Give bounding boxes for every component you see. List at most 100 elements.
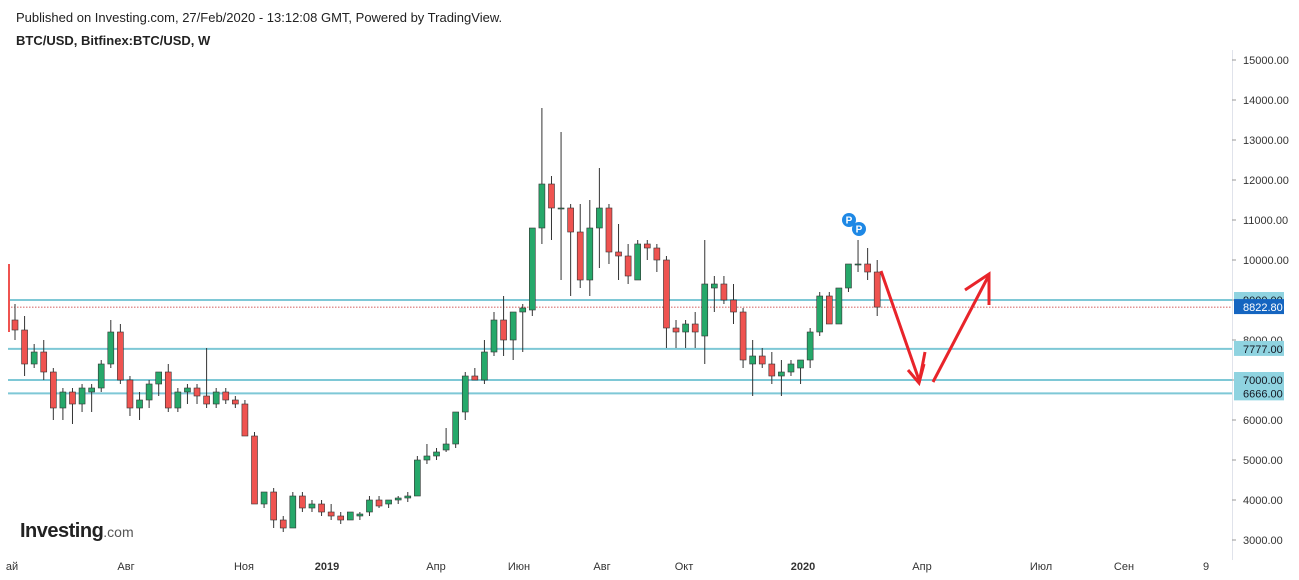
y-tick-label: 14000.00 — [1243, 95, 1289, 107]
svg-text:7777.00: 7777.00 — [1243, 344, 1283, 356]
candle — [40, 340, 48, 380]
forecast-arrows[interactable] — [879, 270, 991, 387]
p-marker[interactable]: P — [852, 222, 866, 236]
p-marker[interactable]: P — [842, 213, 856, 227]
x-tick-label: Апр — [426, 561, 445, 573]
candle — [289, 492, 297, 529]
candle — [481, 340, 488, 384]
horizontal-levels — [8, 264, 1232, 395]
candle — [375, 496, 383, 508]
x-tick-label: Июл — [1030, 561, 1052, 573]
x-tick-label: ай — [6, 561, 18, 573]
candle — [720, 276, 728, 304]
candle — [136, 392, 143, 420]
down-arrow[interactable] — [879, 270, 927, 387]
level-badge: 6666.00 — [1234, 385, 1284, 401]
x-tick-label: Окт — [675, 561, 694, 573]
candle — [222, 388, 230, 404]
y-tick-label: 13000.00 — [1243, 135, 1289, 147]
candle — [854, 240, 862, 272]
candle — [145, 380, 153, 408]
y-tick-label: 15000.00 — [1243, 55, 1289, 67]
candle — [164, 364, 172, 412]
candle — [318, 500, 325, 516]
candle — [404, 492, 412, 502]
x-tick-label: Ноя — [234, 561, 254, 573]
candle — [50, 368, 57, 420]
candle — [366, 496, 373, 516]
candle — [308, 500, 316, 512]
candle — [490, 312, 498, 356]
up-arrow[interactable] — [931, 271, 991, 383]
candle — [778, 360, 785, 396]
candle — [845, 263, 852, 292]
x-axis-labels: ай Авг Ноя 2019 Апр Июн Авг Окт 2020 Апр Июл Сен 9 — [6, 561, 1209, 573]
candle — [672, 320, 680, 348]
candle — [691, 312, 699, 348]
x-tick-label: Авг — [593, 561, 610, 573]
candle — [749, 340, 756, 396]
investing-logo: Investing.com — [20, 520, 134, 542]
candle — [69, 388, 76, 424]
y-tick-label: 5000.00 — [1243, 455, 1283, 467]
candle — [356, 512, 364, 520]
candle — [299, 492, 306, 512]
candle — [567, 204, 574, 296]
candle — [768, 352, 776, 384]
candle — [557, 132, 565, 280]
candle — [126, 376, 134, 416]
y-tick-label: 11000.00 — [1243, 215, 1288, 227]
candle — [519, 304, 527, 352]
svg-text:8822.80: 8822.80 — [1243, 302, 1283, 314]
candle — [251, 432, 258, 505]
symbol-title: BTC/USD, Bitfinex:BTC/USD, W — [16, 33, 211, 48]
x-tick-label: 9 — [1203, 561, 1209, 573]
candle — [711, 276, 718, 312]
x-tick-label: Авг — [117, 561, 134, 573]
candle — [500, 296, 507, 356]
candle — [21, 316, 28, 376]
y-tick-label: 3000.00 — [1243, 535, 1283, 547]
svg-text:7000.00: 7000.00 — [1243, 375, 1283, 387]
candle — [586, 200, 594, 296]
level-badge: 7000.00 — [1234, 372, 1284, 387]
candle — [193, 384, 201, 404]
candle — [873, 260, 881, 316]
x-tick-label: Апр — [912, 561, 931, 573]
candle — [88, 384, 95, 412]
candle — [59, 388, 67, 420]
x-tick-label: 2019 — [315, 561, 339, 573]
candle — [117, 324, 124, 384]
y-tick-label: 12000.00 — [1243, 175, 1289, 187]
candle — [155, 371, 162, 396]
candle — [327, 504, 335, 520]
candle — [78, 384, 86, 412]
candle — [452, 411, 459, 448]
candle — [279, 516, 287, 532]
candle — [653, 244, 661, 272]
candle — [232, 396, 239, 408]
candle — [806, 328, 814, 368]
candle — [260, 491, 268, 508]
candle — [634, 240, 642, 281]
candle — [739, 308, 747, 368]
candle — [825, 292, 833, 325]
candle — [787, 360, 795, 376]
candle — [663, 256, 670, 348]
candle — [548, 176, 555, 240]
candle — [605, 204, 613, 264]
candle — [864, 248, 871, 280]
candle — [241, 400, 249, 437]
p-markers[interactable]: PP — [842, 213, 866, 236]
price-axis-line — [1232, 50, 1233, 560]
level-badge: 7777.00 — [1234, 340, 1284, 356]
candle — [471, 368, 479, 381]
candle — [682, 320, 689, 348]
y-tick-label: 6000.00 — [1243, 415, 1283, 427]
candle — [270, 488, 277, 528]
candle — [624, 244, 632, 284]
candle — [442, 428, 450, 452]
x-tick-label: Сен — [1114, 561, 1134, 573]
